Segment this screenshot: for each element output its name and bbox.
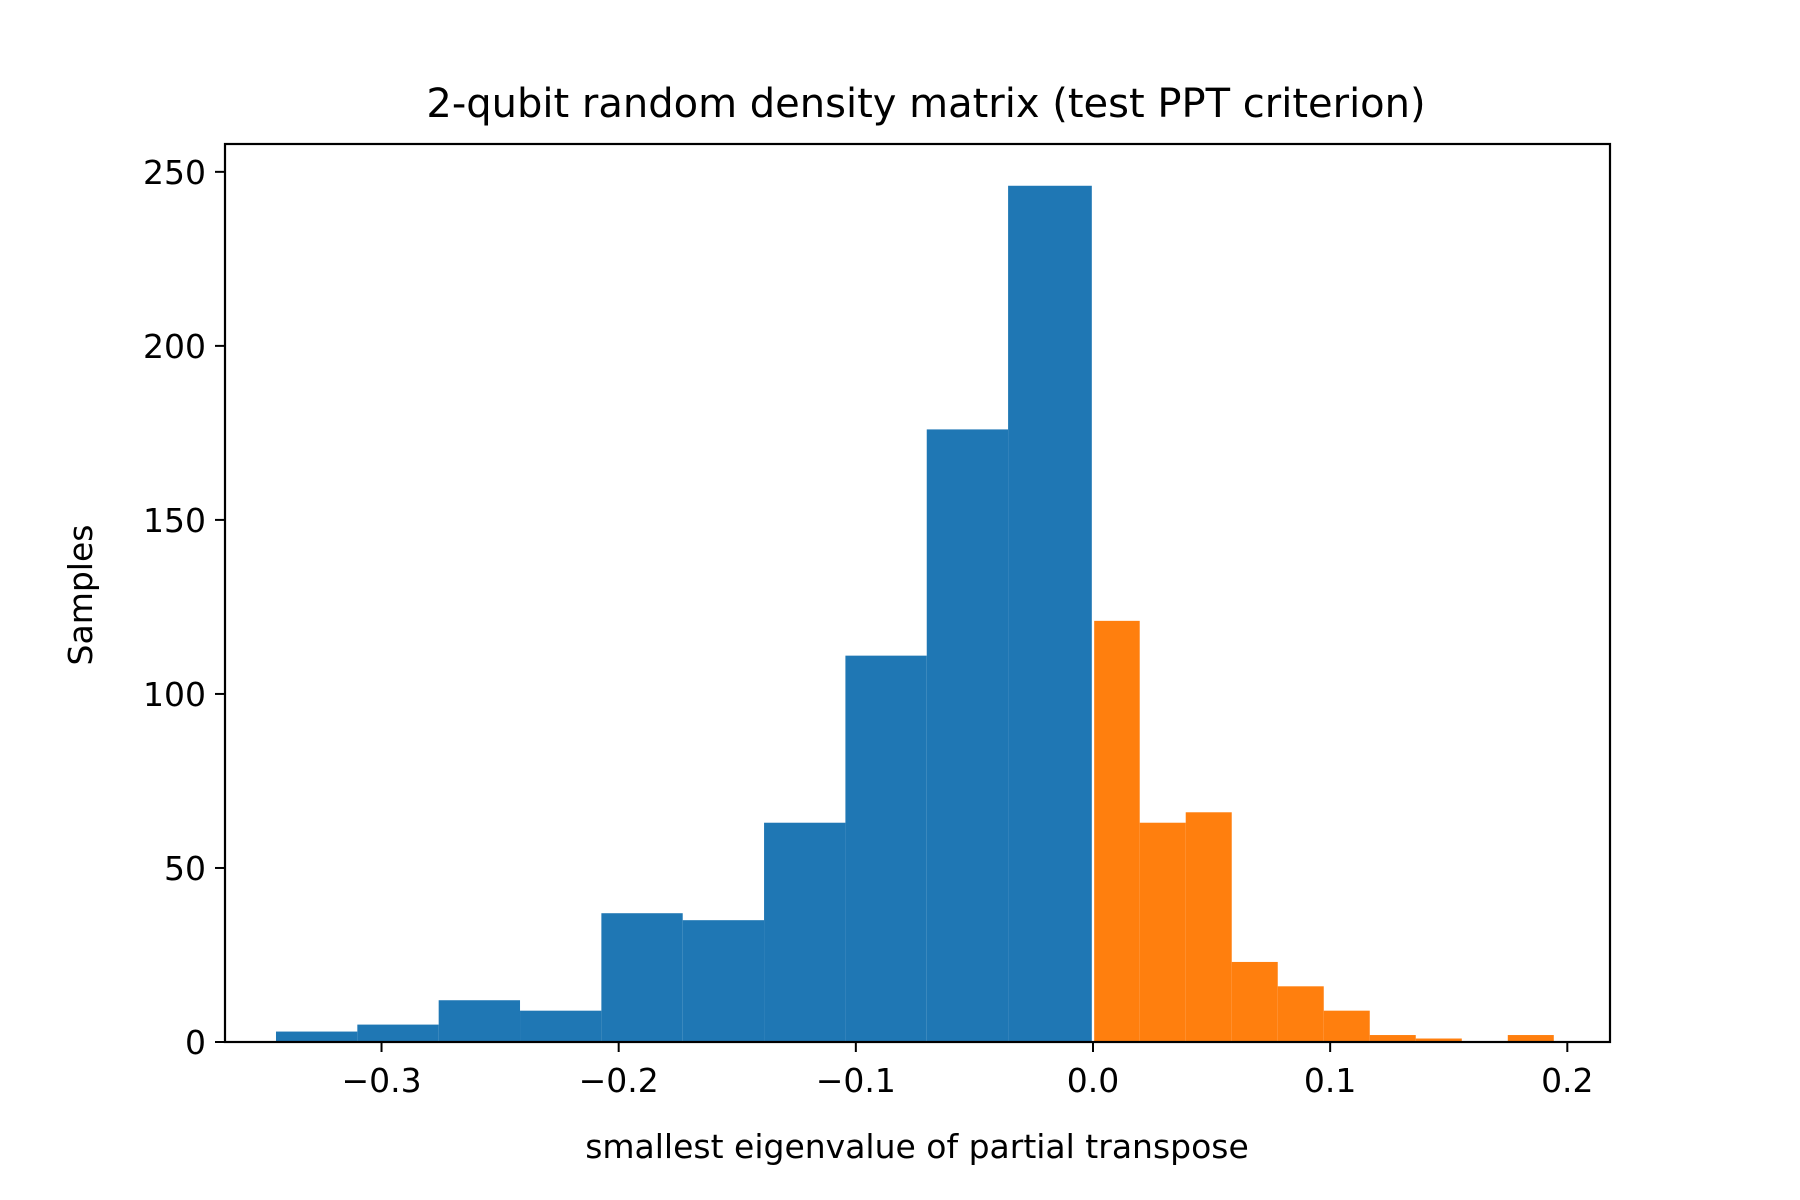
plot-area-frame [223,142,1612,1044]
histogram-bar-s1-b5 [1323,1010,1370,1042]
x-tick-label-3: 0.0 [1067,1061,1119,1100]
x-tick-label-1: −0.2 [579,1061,659,1100]
y-tick-label-4: 200 [143,327,206,366]
histogram-bar-s0-b2 [438,1000,521,1042]
histogram-bar-s1-b2 [1185,812,1232,1042]
y-axis-ticks: 0 50 100 150 200 250 [143,153,225,1062]
histogram-bar-s1-b3 [1231,961,1278,1042]
histogram-bar-s1-b0 [1094,620,1140,1042]
histogram-bar-s0-b7 [845,655,927,1042]
histogram-bar-s0-b3 [520,1010,602,1042]
histogram-bar-s1-b7 [1415,1038,1462,1042]
histogram-bar-s0-b1 [357,1024,439,1042]
x-axis-ticks: −0.3 −0.2 −0.1 0.0 0.1 0.2 [341,1042,1594,1100]
y-tick-label-3: 150 [143,501,206,540]
y-tick-label-2: 100 [143,675,206,714]
histogram-bar-s1-b9 [1507,1035,1554,1042]
histogram-bar-s0-b8 [926,429,1009,1042]
histogram-bar-s0-b9 [1008,185,1092,1042]
y-tick-label-5: 250 [143,153,206,192]
bars-group [275,185,1554,1042]
histogram-bar-s0-b6 [764,822,846,1042]
x-tick-label-0: −0.3 [341,1061,421,1100]
histogram-bar-s1-b4 [1277,986,1324,1042]
y-tick-label-1: 50 [164,849,206,888]
x-tick-label-2: −0.1 [816,1061,896,1100]
y-tick-label-0: 0 [185,1023,206,1062]
histogram-bar-s1-b1 [1139,822,1186,1042]
y-axis-label: Samples [61,525,100,666]
x-tick-label-5: 0.2 [1541,1061,1593,1100]
histogram-bar-s0-b5 [682,920,765,1042]
histogram-bar-s0-b0 [275,1031,358,1042]
chart-title: 2-qubit random density matrix (test PPT … [426,81,1425,127]
x-tick-label-4: 0.1 [1304,1061,1356,1100]
histogram-bar-s0-b4 [601,913,683,1042]
histogram-bar-s1-b6 [1369,1035,1416,1042]
x-axis-label: smallest eigenvalue of partial transpose [585,1127,1249,1166]
